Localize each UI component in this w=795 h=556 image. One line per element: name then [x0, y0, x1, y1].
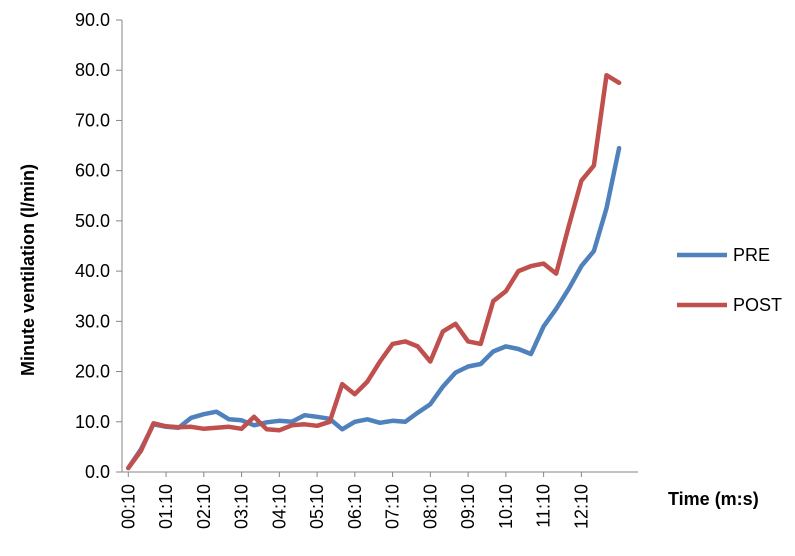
y-tick-label: 60.0: [75, 161, 110, 181]
y-tick-label: 70.0: [75, 110, 110, 130]
y-tick-label: 10.0: [75, 412, 110, 432]
y-tick-label: 80.0: [75, 60, 110, 80]
y-tick-label: 0.0: [85, 462, 110, 482]
y-tick-label: 20.0: [75, 362, 110, 382]
y-tick-label: 30.0: [75, 311, 110, 331]
x-axis-title: Time (m:s): [668, 489, 759, 509]
x-tick-label: 11:10: [534, 484, 554, 528]
y-axis-title: Minute ventilation (l/min): [18, 164, 38, 376]
series-line-pre: [128, 148, 619, 468]
x-tick-label: 07:10: [383, 484, 403, 529]
y-tick-label: 40.0: [75, 261, 110, 281]
series-line-post: [128, 75, 619, 468]
y-tick-label: 90.0: [75, 10, 110, 30]
x-tick-label: 01:10: [156, 484, 176, 529]
x-tick-label: 05:10: [307, 484, 327, 529]
x-tick-label: 06:10: [345, 484, 365, 529]
x-tick-label: 12:10: [571, 484, 591, 529]
x-tick-label: 04:10: [269, 484, 289, 529]
legend-label-post: POST: [733, 295, 782, 315]
x-tick-label: 10:10: [496, 484, 516, 529]
x-tick-label: 03:10: [232, 484, 252, 529]
x-tick-label: 00:10: [118, 484, 138, 529]
y-tick-label: 50.0: [75, 211, 110, 231]
x-tick-label: 02:10: [194, 484, 214, 529]
legend: PRE POST: [677, 245, 782, 315]
x-tick-label: 08:10: [420, 484, 440, 529]
x-tick-label: 09:10: [458, 484, 478, 529]
legend-label-pre: PRE: [733, 245, 770, 265]
